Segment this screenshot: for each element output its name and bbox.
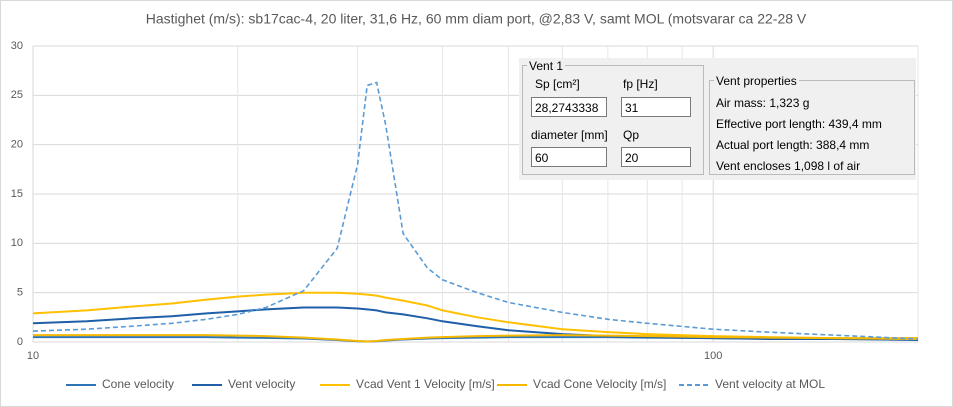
field-input[interactable]: 31 [621, 97, 691, 117]
y-tick-label: 0 [17, 336, 23, 348]
vent-prop: Air mass: 1,323 g [716, 96, 810, 110]
legend-label: Vent velocity [228, 377, 295, 391]
field-input[interactable]: 20 [621, 147, 691, 167]
y-tick-label: 5 [17, 287, 23, 299]
y-tick-label: 10 [11, 237, 23, 249]
legend-label: Cone velocity [102, 377, 174, 391]
series-line [32, 291, 919, 340]
props-title: Vent properties [714, 74, 799, 88]
chart-title: Hastighet (m/s): sb17cac-4, 20 liter, 31… [146, 11, 807, 27]
props-group [709, 80, 915, 175]
x-tick-label: 10 [27, 350, 39, 362]
field-label: Sp [cm²] [535, 77, 580, 91]
y-tick-label: 15 [11, 188, 23, 200]
field-input[interactable]: 60 [531, 147, 607, 167]
vent-group [522, 65, 704, 175]
field-label: Qp [623, 128, 640, 142]
legend-label: Vcad Vent 1 Velocity [m/s] [356, 377, 495, 391]
y-tick-label: 20 [11, 139, 23, 151]
field-label: diameter [mm] [531, 128, 608, 142]
x-tick-label: 100 [704, 350, 722, 362]
field-input[interactable]: 28,2743338 [531, 97, 607, 117]
vent-prop: Actual port length: 388,4 mm [716, 138, 870, 152]
y-tick-label: 25 [11, 89, 23, 101]
y-tick-label: 30 [11, 40, 23, 52]
vent-panel: Vent 1 Vent properties Sp [cm²] 28,27433… [519, 58, 916, 180]
series-line [32, 81, 919, 340]
legend-label: Vent velocity at MOL [715, 377, 825, 391]
group-title: Vent 1 [527, 59, 566, 73]
vent-prop: Effective port length: 439,4 mm [716, 117, 882, 131]
field-label: fp [Hz] [623, 77, 658, 91]
vent-prop: Vent encloses 1,098 l of air [716, 159, 861, 173]
series-line [33, 334, 918, 343]
legend-label: Vcad Cone Velocity [m/s] [533, 377, 666, 391]
